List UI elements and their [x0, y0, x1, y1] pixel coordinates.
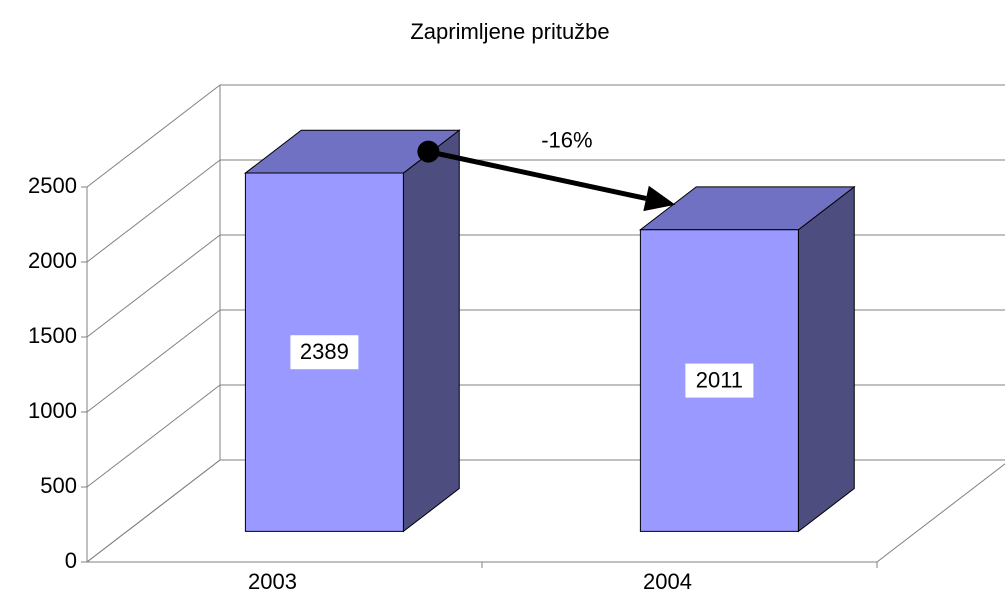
grid-line	[86, 384, 221, 488]
y-tick-label: 2500	[28, 173, 77, 198]
arrow-head	[643, 185, 676, 212]
y-tick-label: 2000	[28, 248, 77, 273]
grid-line	[86, 309, 221, 413]
bar	[638, 185, 856, 533]
value-label: 2389	[300, 339, 349, 364]
grid-line	[86, 234, 221, 338]
y-tick-label: 1500	[28, 323, 77, 348]
arrow-shaft	[427, 149, 647, 201]
bar-side	[402, 129, 460, 533]
bar-side	[797, 185, 855, 533]
value-label-box	[290, 335, 359, 370]
grid-line	[86, 159, 221, 263]
x-tick-label: 2003	[248, 569, 297, 594]
y-tick-label: 500	[40, 473, 77, 498]
bar	[243, 129, 461, 533]
value-label-box	[685, 363, 754, 398]
value-label: 2011	[696, 367, 743, 392]
y-tick-label: 1000	[28, 398, 77, 423]
annotation: -16%	[541, 127, 592, 152]
x-tick-label: 2004	[643, 569, 692, 594]
floor	[85, 459, 1005, 563]
grid-line	[86, 459, 221, 563]
grid-line	[86, 84, 221, 188]
chart-title: Zaprimljene pritužbe	[410, 19, 609, 44]
y-tick-label: 0	[65, 548, 77, 573]
